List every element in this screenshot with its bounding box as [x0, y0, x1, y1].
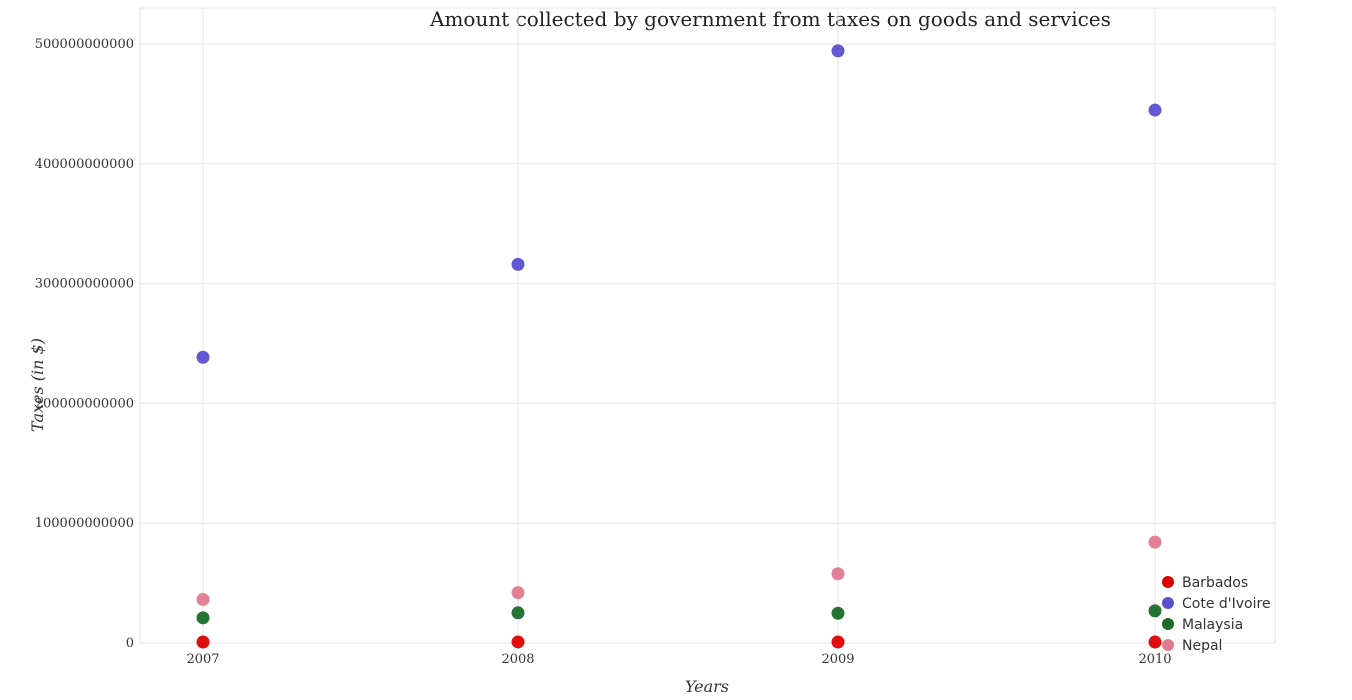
y-tick-label: 0	[126, 636, 134, 651]
y-tick-label: 100000000000	[35, 516, 134, 531]
x-tick-label: 2008	[501, 652, 534, 667]
x-tick-label: 2007	[186, 652, 219, 667]
point-barbados-2008	[511, 635, 525, 649]
legend-marker-barbados	[1162, 576, 1174, 588]
point-nepal-2007	[196, 593, 210, 607]
legend-label-barbados: Barbados	[1182, 575, 1248, 591]
point-barbados-2010	[1148, 635, 1162, 649]
point-barbados-2009	[831, 635, 845, 649]
point-nepal-2008	[511, 586, 525, 600]
point-cote-d-ivoire-2010	[1148, 103, 1162, 117]
plot-frame	[139, 7, 1276, 644]
point-cote-d-ivoire-2008	[511, 257, 525, 271]
legend-marker-cote-d-ivoire	[1162, 597, 1174, 609]
x-axis-label: Years	[685, 677, 729, 696]
point-nepal-2009	[831, 567, 845, 581]
y-tick-label: 500000000000	[35, 37, 134, 52]
y-axis-label: Taxes (in $)	[28, 338, 47, 432]
point-malaysia-2009	[831, 606, 845, 620]
grid	[139, 7, 1276, 644]
y-tick-label: 300000000000	[35, 277, 134, 292]
legend-marker-nepal	[1162, 639, 1174, 651]
point-barbados-2007	[196, 635, 210, 649]
point-malaysia-2007	[196, 611, 210, 625]
chart-title: Amount collected by government from taxe…	[429, 7, 1111, 31]
x-tick-label: 2010	[1138, 652, 1171, 667]
point-malaysia-2008	[511, 606, 525, 620]
point-cote-d-ivoire-2009	[831, 44, 845, 58]
x-tick-label: 2009	[821, 652, 854, 667]
point-nepal-2010	[1148, 535, 1162, 549]
legend-label-malaysia: Malaysia	[1182, 617, 1243, 633]
tick-labels: 0 100000000000 200000000000 300000000000 400…	[35, 37, 1172, 667]
y-tick-label: 200000000000	[35, 396, 134, 411]
point-malaysia-2010	[1148, 604, 1162, 618]
point-cote-d-ivoire-2007	[196, 350, 210, 364]
y-tick-label: 400000000000	[35, 157, 134, 172]
legend-label-nepal: Nepal	[1182, 638, 1222, 654]
data-points	[196, 44, 1162, 649]
legend: Barbados Cote d'Ivoire Malaysia Nepal	[1162, 575, 1271, 654]
legend-marker-malaysia	[1162, 618, 1174, 630]
legend-label-cote-d-ivoire: Cote d'Ivoire	[1182, 596, 1271, 612]
